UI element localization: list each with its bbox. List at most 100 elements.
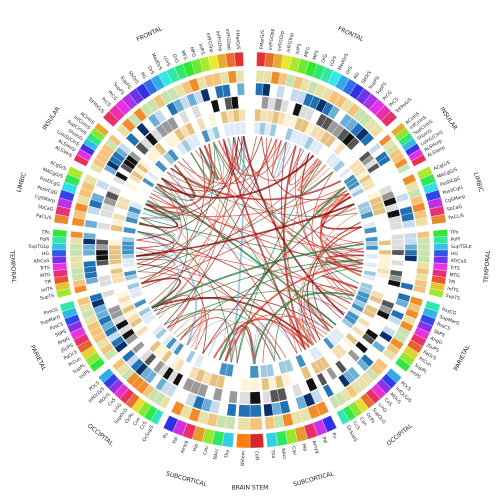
heat-cell	[145, 98, 160, 113]
region-block	[55, 205, 71, 217]
heat-cell	[197, 410, 210, 425]
heat-cell	[166, 148, 180, 162]
heat-cell	[149, 146, 163, 160]
heat-cell	[83, 260, 97, 268]
link	[158, 139, 225, 319]
heat-cell	[363, 226, 377, 235]
region-block	[115, 98, 132, 116]
region-label: CoS	[383, 397, 394, 408]
region-label: SbCaG	[446, 204, 463, 213]
heat-cell	[110, 224, 124, 233]
heat-cell	[165, 383, 178, 398]
heat-cell	[351, 188, 365, 198]
region-label: OcPo	[124, 412, 136, 425]
heat-cell	[104, 138, 119, 151]
region-block	[201, 428, 216, 445]
heat-cell	[143, 352, 157, 367]
heat-cell	[239, 121, 247, 135]
heat-cell	[154, 327, 168, 340]
heat-cell	[131, 195, 146, 206]
heat-cell	[170, 400, 185, 416]
heat-cell	[98, 148, 112, 160]
heat-cell	[121, 328, 136, 341]
heat-cell	[133, 166, 147, 178]
link	[253, 325, 275, 364]
region-label: PosCS	[49, 321, 64, 332]
region-label: PaCL/S	[448, 213, 464, 221]
region-block	[98, 368, 114, 384]
heat-cell	[124, 273, 138, 282]
heat-cell	[218, 362, 229, 376]
link	[137, 183, 182, 269]
heat-cell	[122, 257, 135, 264]
heat-cell	[131, 341, 146, 354]
heat-cell	[341, 150, 355, 164]
heat-cell	[121, 117, 136, 133]
heat-cell	[152, 343, 166, 357]
heat-cell	[136, 122, 150, 137]
region-label: TPo	[40, 229, 50, 236]
region-label: InfFGOrp	[277, 30, 286, 51]
heat-cell	[126, 312, 141, 324]
heat-cell	[190, 133, 202, 148]
heat-cell	[201, 371, 213, 386]
link	[138, 203, 179, 229]
link	[202, 321, 281, 361]
heat-cell	[214, 85, 225, 99]
link	[253, 291, 355, 365]
heat-cell	[200, 398, 213, 413]
heat-cell	[365, 245, 379, 251]
region-label: InfFGTrip	[205, 32, 215, 53]
heat-cell	[229, 83, 238, 97]
heat-cell	[140, 310, 154, 322]
heat-cell	[262, 390, 272, 404]
heat-cell	[391, 233, 404, 241]
link	[219, 313, 327, 361]
region-block	[94, 122, 110, 137]
heat-cell	[101, 143, 115, 156]
heat-cell	[101, 169, 115, 180]
heat-cell	[99, 342, 114, 356]
link	[222, 139, 233, 176]
heat-cell	[121, 245, 135, 251]
region-block	[234, 51, 244, 67]
region-label: CeB	[254, 451, 260, 460]
heat-cell	[166, 116, 179, 131]
region-block	[64, 313, 81, 327]
region-block	[207, 54, 220, 71]
heat-cell	[378, 240, 392, 246]
link	[218, 140, 364, 245]
heat-cell	[69, 243, 83, 251]
heat-cell	[92, 331, 107, 344]
region-label: SupTGLp	[451, 244, 472, 250]
link	[276, 142, 292, 179]
heat-cell	[193, 354, 205, 369]
heat-cell	[82, 244, 96, 251]
region-block	[128, 88, 145, 105]
lobe-label: INSULAR	[438, 106, 458, 132]
heat-cell	[108, 240, 122, 246]
heat-cell	[70, 231, 84, 239]
region-label: SupTS	[39, 293, 55, 302]
region-block	[51, 242, 67, 251]
region-label: InfFS	[294, 43, 303, 56]
heat-cell	[83, 266, 97, 274]
heat-cell	[208, 373, 219, 387]
heat-cell	[71, 273, 85, 282]
heat-cell	[165, 337, 178, 350]
link	[140, 161, 323, 284]
link	[294, 147, 357, 293]
heat-cell	[108, 244, 122, 251]
link	[218, 186, 346, 361]
heat-cell	[101, 320, 115, 332]
heat-cell	[129, 200, 144, 211]
heat-cell	[153, 109, 167, 124]
heat-cell	[158, 138, 172, 152]
heat-cell	[112, 212, 126, 222]
heat-cell	[238, 404, 251, 418]
heat-cell	[404, 249, 418, 256]
region-block	[137, 401, 152, 418]
heat-cell	[180, 139, 193, 153]
heat-cell	[121, 303, 136, 315]
